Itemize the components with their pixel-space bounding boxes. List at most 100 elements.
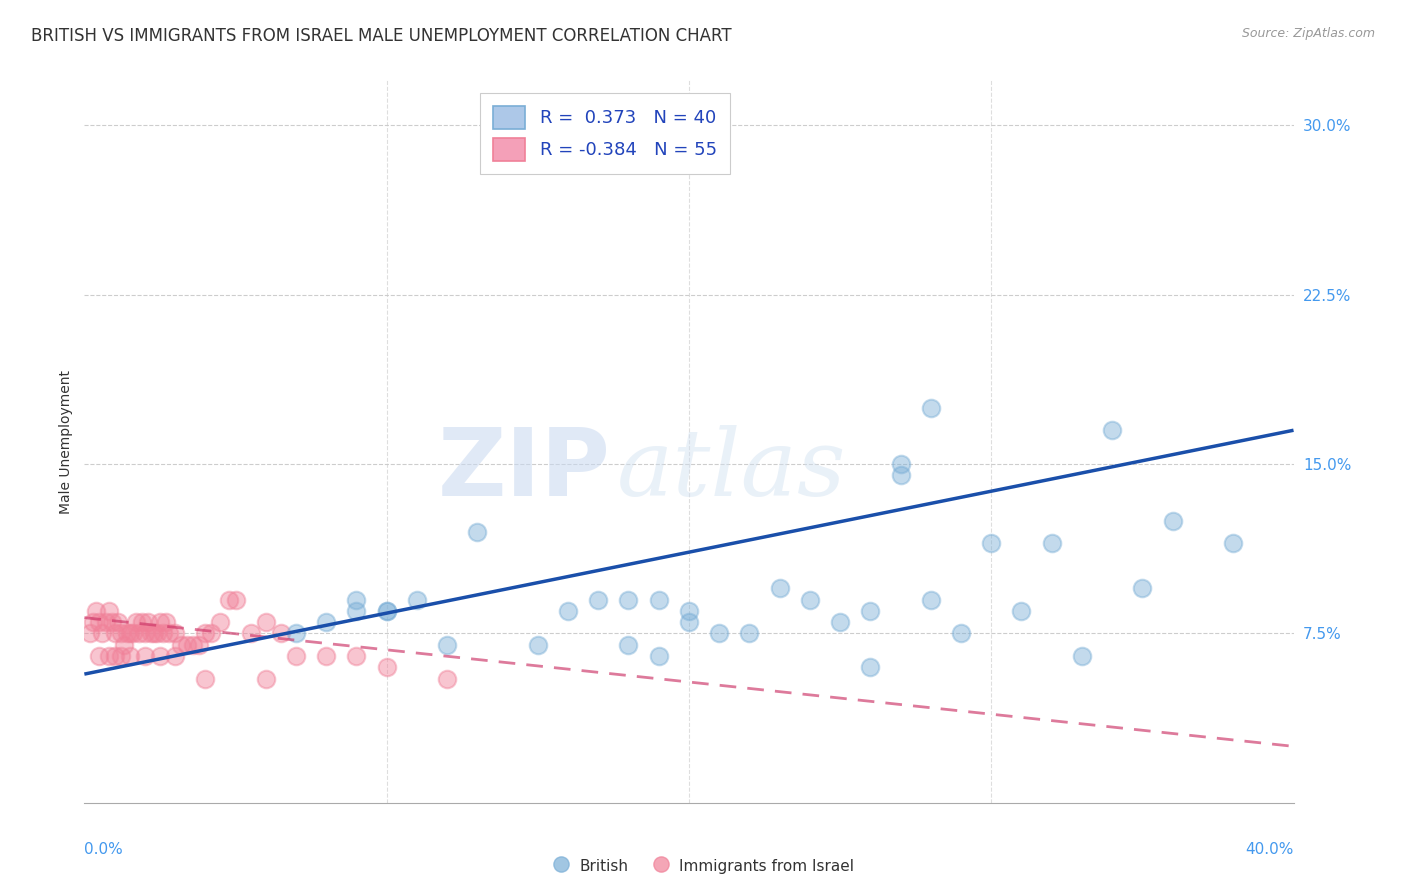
Point bbox=[769, 582, 792, 596]
Point bbox=[112, 638, 135, 652]
Point bbox=[194, 626, 217, 640]
Point bbox=[557, 604, 579, 618]
Point bbox=[1222, 536, 1244, 550]
Point bbox=[155, 615, 177, 630]
Point bbox=[375, 660, 398, 674]
Point bbox=[188, 638, 211, 652]
Point bbox=[142, 626, 165, 640]
Point bbox=[139, 626, 162, 640]
Point bbox=[121, 626, 143, 640]
Point bbox=[859, 660, 882, 674]
Point bbox=[134, 626, 156, 640]
Point bbox=[890, 457, 912, 471]
Y-axis label: Male Unemployment: Male Unemployment bbox=[59, 369, 73, 514]
Point bbox=[678, 604, 700, 618]
Point bbox=[1101, 423, 1123, 437]
Point bbox=[920, 401, 942, 415]
Point bbox=[375, 604, 398, 618]
Point bbox=[136, 615, 159, 630]
Point bbox=[406, 592, 429, 607]
Legend: British, Immigrants from Israel: British, Immigrants from Israel bbox=[546, 852, 860, 880]
Point bbox=[346, 648, 368, 663]
Point bbox=[104, 626, 127, 640]
Point bbox=[859, 604, 882, 618]
Point bbox=[170, 638, 193, 652]
Point bbox=[436, 638, 458, 652]
Legend: R =  0.373   N = 40, R = -0.384   N = 55: R = 0.373 N = 40, R = -0.384 N = 55 bbox=[481, 93, 730, 174]
Point bbox=[134, 648, 156, 663]
Point bbox=[254, 615, 277, 630]
Point bbox=[94, 615, 117, 630]
Point bbox=[920, 592, 942, 607]
Point bbox=[146, 626, 169, 640]
Text: 0.0%: 0.0% bbox=[84, 842, 124, 856]
Point bbox=[527, 638, 550, 652]
Point bbox=[738, 626, 761, 640]
Point bbox=[128, 626, 150, 640]
Point bbox=[100, 615, 122, 630]
Point bbox=[82, 615, 104, 630]
Point bbox=[125, 615, 148, 630]
Point bbox=[709, 626, 731, 640]
Point bbox=[157, 626, 180, 640]
Text: ZIP: ZIP bbox=[437, 425, 610, 516]
Point bbox=[315, 615, 337, 630]
Point bbox=[209, 615, 232, 630]
Point bbox=[110, 648, 132, 663]
Point bbox=[285, 626, 308, 640]
Text: 40.0%: 40.0% bbox=[1246, 842, 1294, 856]
Point bbox=[617, 638, 640, 652]
Point bbox=[588, 592, 610, 607]
Text: atlas: atlas bbox=[616, 425, 846, 516]
Point bbox=[1130, 582, 1153, 596]
Point bbox=[678, 615, 700, 630]
Point bbox=[285, 648, 308, 663]
Point bbox=[890, 468, 912, 483]
Point bbox=[617, 592, 640, 607]
Point bbox=[1161, 514, 1184, 528]
Point bbox=[165, 648, 187, 663]
Point bbox=[89, 648, 111, 663]
Point bbox=[131, 615, 153, 630]
Point bbox=[648, 648, 671, 663]
Point bbox=[980, 536, 1002, 550]
Point bbox=[181, 638, 204, 652]
Point bbox=[110, 626, 132, 640]
Point bbox=[165, 626, 187, 640]
Point bbox=[799, 592, 821, 607]
Point bbox=[225, 592, 247, 607]
Point bbox=[648, 592, 671, 607]
Point bbox=[218, 592, 240, 607]
Text: BRITISH VS IMMIGRANTS FROM ISRAEL MALE UNEMPLOYMENT CORRELATION CHART: BRITISH VS IMMIGRANTS FROM ISRAEL MALE U… bbox=[31, 27, 731, 45]
Point bbox=[152, 626, 174, 640]
Point bbox=[375, 604, 398, 618]
Point bbox=[194, 672, 217, 686]
Point bbox=[97, 604, 120, 618]
Point bbox=[648, 129, 671, 144]
Point bbox=[89, 615, 111, 630]
Point bbox=[830, 615, 852, 630]
Point bbox=[270, 626, 292, 640]
Point bbox=[118, 626, 141, 640]
Text: Source: ZipAtlas.com: Source: ZipAtlas.com bbox=[1241, 27, 1375, 40]
Point bbox=[315, 648, 337, 663]
Point bbox=[91, 626, 114, 640]
Point bbox=[97, 648, 120, 663]
Point bbox=[239, 626, 262, 640]
Point bbox=[200, 626, 222, 640]
Point bbox=[86, 604, 108, 618]
Point bbox=[346, 604, 368, 618]
Point bbox=[104, 648, 127, 663]
Point bbox=[115, 626, 138, 640]
Point bbox=[1071, 648, 1094, 663]
Point bbox=[1011, 604, 1033, 618]
Point bbox=[1040, 536, 1063, 550]
Point bbox=[346, 592, 368, 607]
Point bbox=[176, 638, 198, 652]
Point bbox=[436, 672, 458, 686]
Point bbox=[254, 672, 277, 686]
Point bbox=[149, 648, 172, 663]
Point bbox=[107, 615, 129, 630]
Point bbox=[149, 615, 172, 630]
Point bbox=[79, 626, 101, 640]
